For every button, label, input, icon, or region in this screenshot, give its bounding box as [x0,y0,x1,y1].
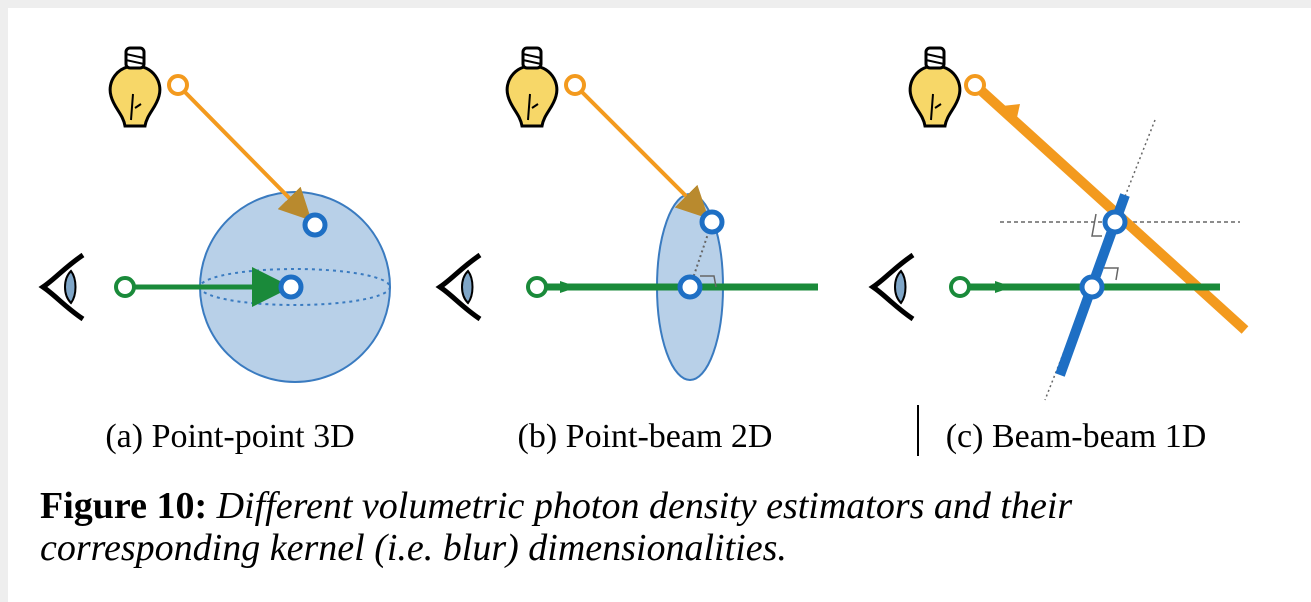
figure: (a) Point-point 3D (b) Point-beam 2D (c)… [0,0,1311,602]
panel-caption: (c) Beam-beam 1D [946,418,1207,455]
figure-label: Figure 10: [40,485,207,527]
page: {"panels": [{"caption": "(a) Point-point… [0,0,1311,602]
panel-caption: (b) Point-beam 2D [518,418,773,455]
figure-caption: Figure 10: Different volumetric photon d… [40,485,1072,527]
panel-caption: (a) Point-point 3D [105,418,354,455]
caption-line: Different volumetric photon density esti… [216,485,1073,527]
caption-line: corresponding kernel (i.e. blur) dimensi… [40,527,787,569]
